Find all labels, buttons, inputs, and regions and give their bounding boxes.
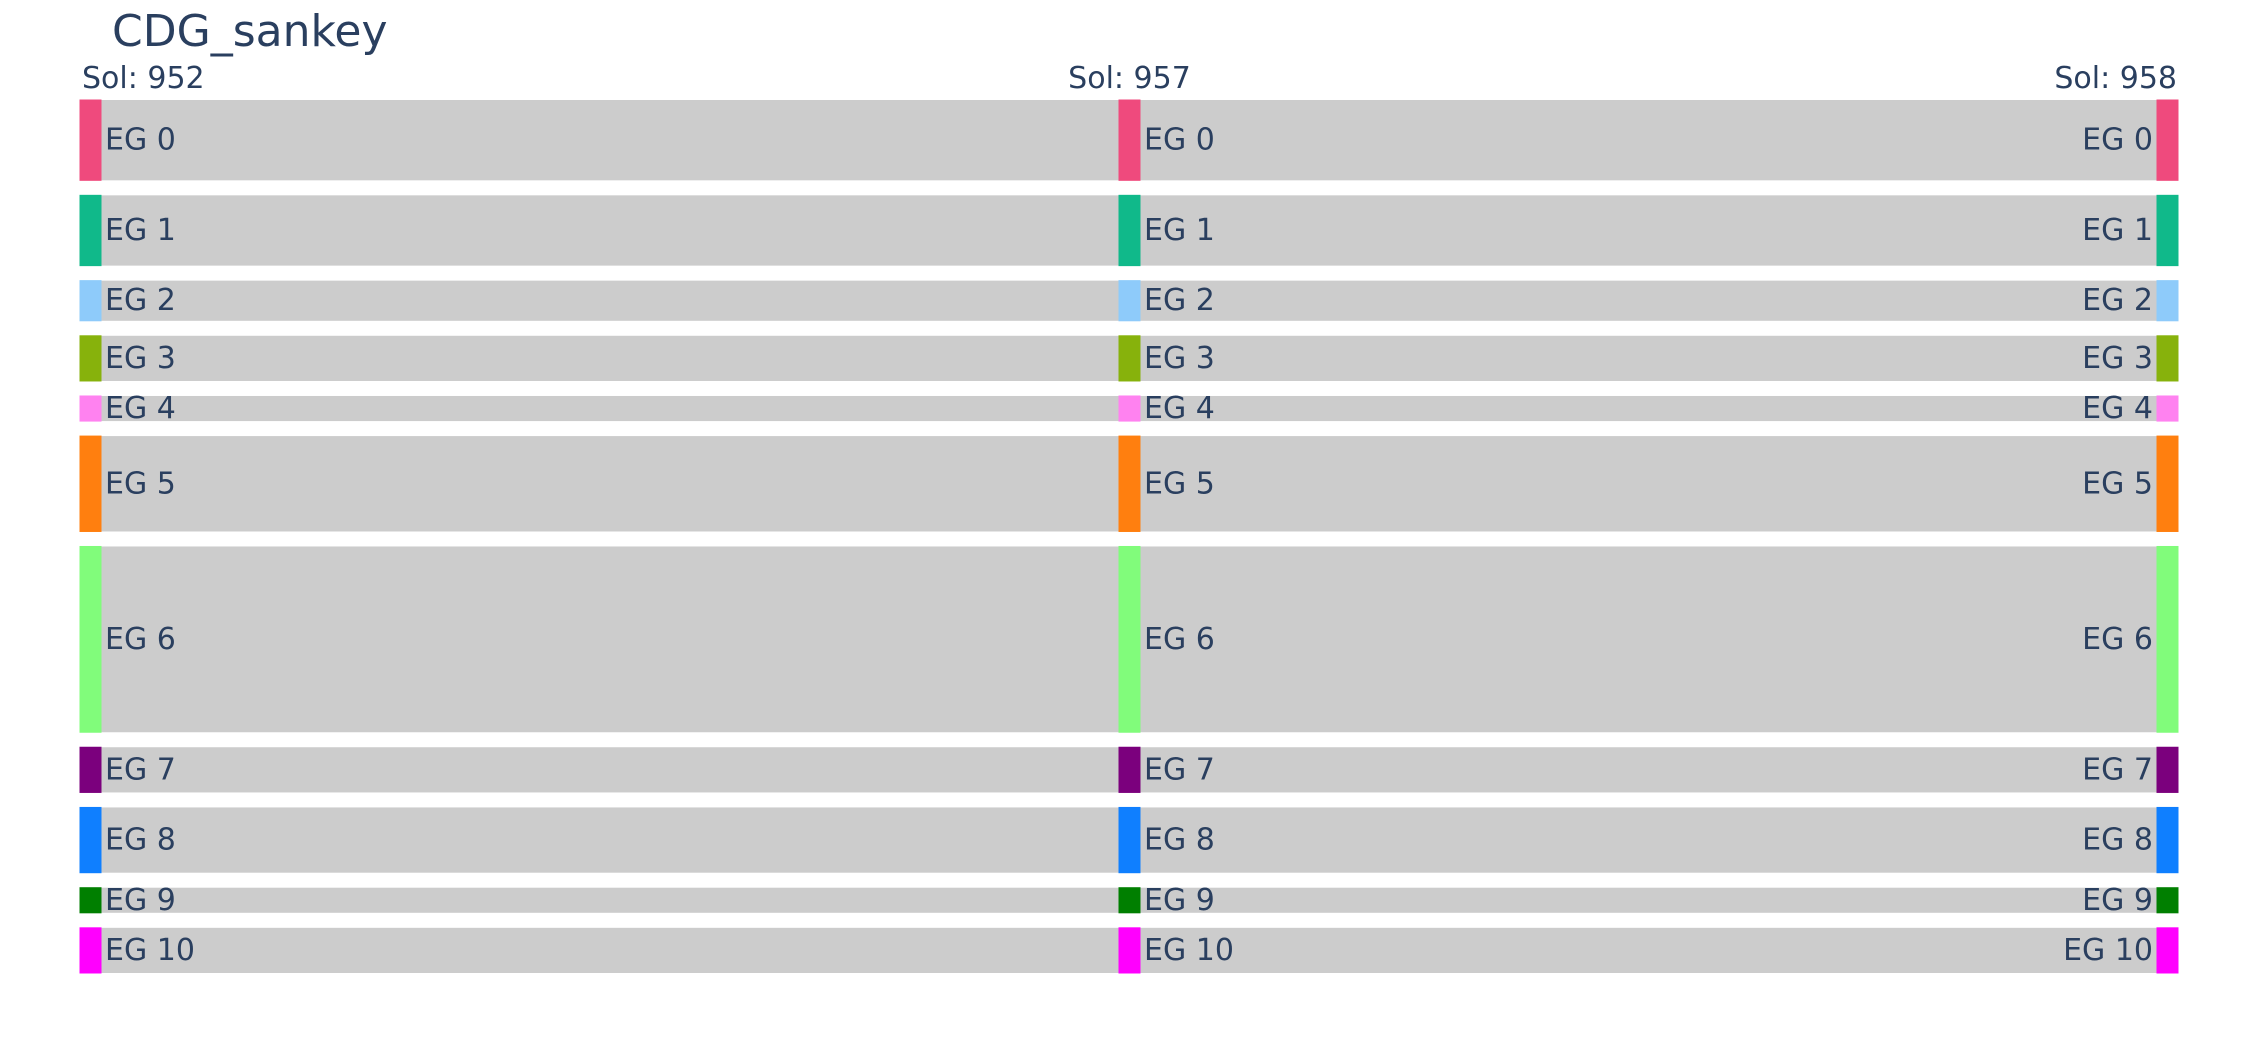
- node-col1-eg-3[interactable]: [1118, 335, 1141, 382]
- node-col2-eg-2[interactable]: [2156, 280, 2179, 322]
- node-label-col2-eg-5: EG 5: [2082, 466, 2153, 501]
- node-col1-eg-8[interactable]: [1118, 806, 1141, 874]
- node-label-col0-eg-6: EG 6: [105, 622, 176, 657]
- node-col2-eg-3[interactable]: [2156, 335, 2179, 382]
- node-label-col2-eg-1: EG 1: [2082, 213, 2153, 248]
- node-label-col1-eg-3: EG 3: [1144, 341, 1215, 376]
- node-col1-eg-5[interactable]: [1118, 435, 1141, 532]
- node-label-col2-eg-9: EG 9: [2082, 883, 2153, 918]
- node-label-col0-eg-4: EG 4: [105, 391, 176, 426]
- node-label-col0-eg-5: EG 5: [105, 466, 176, 501]
- node-col1-eg-2[interactable]: [1118, 280, 1141, 322]
- node-label-col1-eg-10: EG 10: [1144, 933, 1234, 968]
- node-label-col1-eg-2: EG 2: [1144, 283, 1215, 318]
- node-col1-eg-9[interactable]: [1118, 887, 1141, 914]
- node-col0-eg-9[interactable]: [79, 887, 102, 914]
- link-0-1-eg-9[interactable]: [101, 887, 1119, 913]
- node-label-col1-eg-7: EG 7: [1144, 752, 1215, 787]
- node-label-col1-eg-4: EG 4: [1144, 391, 1215, 426]
- link-1-2-eg-4[interactable]: [1140, 395, 2157, 422]
- node-col2-eg-6[interactable]: [2156, 545, 2179, 733]
- column-label-1: Sol: 957: [1068, 61, 1191, 96]
- link-1-2-eg-7[interactable]: [1140, 747, 2157, 793]
- node-col1-eg-10[interactable]: [1118, 927, 1141, 974]
- node-label-col2-eg-2: EG 2: [2082, 283, 2153, 318]
- link-1-2-eg-0[interactable]: [1140, 100, 2157, 181]
- node-col0-eg-8[interactable]: [79, 806, 102, 874]
- link-1-2-eg-2[interactable]: [1140, 280, 2157, 321]
- node-label-col1-eg-9: EG 9: [1144, 883, 1215, 918]
- node-col2-eg-10[interactable]: [2156, 927, 2179, 974]
- node-label-col0-eg-0: EG 0: [105, 123, 176, 158]
- link-0-1-eg-2[interactable]: [101, 280, 1119, 321]
- node-col2-eg-9[interactable]: [2156, 887, 2179, 914]
- node-col2-eg-0[interactable]: [2156, 99, 2179, 181]
- node-label-col1-eg-5: EG 5: [1144, 466, 1215, 501]
- node-label-col0-eg-7: EG 7: [105, 752, 176, 787]
- node-label-col2-eg-10: EG 10: [2063, 933, 2153, 968]
- node-label-col2-eg-4: EG 4: [2082, 391, 2153, 426]
- node-label-col0-eg-8: EG 8: [105, 823, 176, 858]
- node-col0-eg-10[interactable]: [79, 927, 102, 974]
- link-0-1-eg-1[interactable]: [101, 195, 1119, 266]
- link-1-2-eg-1[interactable]: [1140, 195, 2157, 266]
- link-0-1-eg-3[interactable]: [101, 335, 1119, 381]
- node-col0-eg-4[interactable]: [79, 395, 102, 422]
- link-0-1-eg-6[interactable]: [101, 546, 1119, 733]
- node-col1-eg-1[interactable]: [1118, 194, 1141, 267]
- link-0-1-eg-5[interactable]: [101, 436, 1119, 532]
- link-1-2-eg-5[interactable]: [1140, 436, 2157, 532]
- node-col2-eg-1[interactable]: [2156, 194, 2179, 267]
- node-label-col0-eg-9: EG 9: [105, 883, 176, 918]
- column-label-2: Sol: 958: [2054, 61, 2177, 96]
- links-layer: [101, 100, 2157, 973]
- link-0-1-eg-10[interactable]: [101, 927, 1119, 973]
- link-1-2-eg-6[interactable]: [1140, 546, 2157, 733]
- node-col2-eg-8[interactable]: [2156, 806, 2179, 874]
- node-label-col0-eg-2: EG 2: [105, 283, 176, 318]
- node-label-col1-eg-8: EG 8: [1144, 823, 1215, 858]
- node-col1-eg-7[interactable]: [1118, 746, 1141, 793]
- node-label-col0-eg-10: EG 10: [105, 933, 195, 968]
- link-1-2-eg-8[interactable]: [1140, 807, 2157, 873]
- node-label-col1-eg-1: EG 1: [1144, 213, 1215, 248]
- node-col2-eg-7[interactable]: [2156, 746, 2179, 793]
- node-label-col2-eg-7: EG 7: [2082, 752, 2153, 787]
- node-label-col0-eg-1: EG 1: [105, 213, 176, 248]
- node-label-col2-eg-8: EG 8: [2082, 823, 2153, 858]
- node-col0-eg-7[interactable]: [79, 746, 102, 793]
- node-col1-eg-4[interactable]: [1118, 395, 1141, 422]
- node-col0-eg-3[interactable]: [79, 335, 102, 382]
- node-col0-eg-0[interactable]: [79, 99, 102, 181]
- node-col2-eg-5[interactable]: [2156, 435, 2179, 532]
- node-col1-eg-6[interactable]: [1118, 545, 1141, 733]
- node-label-col0-eg-3: EG 3: [105, 341, 176, 376]
- node-col0-eg-1[interactable]: [79, 194, 102, 267]
- link-1-2-eg-10[interactable]: [1140, 927, 2157, 973]
- node-col0-eg-5[interactable]: [79, 435, 102, 532]
- node-col1-eg-0[interactable]: [1118, 99, 1141, 181]
- link-0-1-eg-4[interactable]: [101, 395, 1119, 422]
- link-0-1-eg-7[interactable]: [101, 747, 1119, 793]
- nodes-layer: [79, 99, 2179, 974]
- link-0-1-eg-8[interactable]: [101, 807, 1119, 873]
- labels-layer: EG 0 EG 1 EG 2 EG 3 EG 4 EG 5 EG 6 EG 7 EG 8 EG 9…: [82, 61, 2177, 968]
- link-1-2-eg-3[interactable]: [1140, 335, 2157, 381]
- link-0-1-eg-0[interactable]: [101, 100, 1119, 181]
- chart-title: CDG_sankey: [112, 6, 388, 57]
- node-label-col2-eg-0: EG 0: [2082, 123, 2153, 158]
- node-label-col2-eg-3: EG 3: [2082, 341, 2153, 376]
- column-label-0: Sol: 952: [82, 61, 205, 96]
- node-label-col1-eg-0: EG 0: [1144, 123, 1215, 158]
- node-col2-eg-4[interactable]: [2156, 395, 2179, 422]
- node-col0-eg-6[interactable]: [79, 545, 102, 733]
- node-label-col2-eg-6: EG 6: [2082, 622, 2153, 657]
- node-col0-eg-2[interactable]: [79, 280, 102, 322]
- link-1-2-eg-9[interactable]: [1140, 887, 2157, 913]
- node-label-col1-eg-6: EG 6: [1144, 622, 1215, 657]
